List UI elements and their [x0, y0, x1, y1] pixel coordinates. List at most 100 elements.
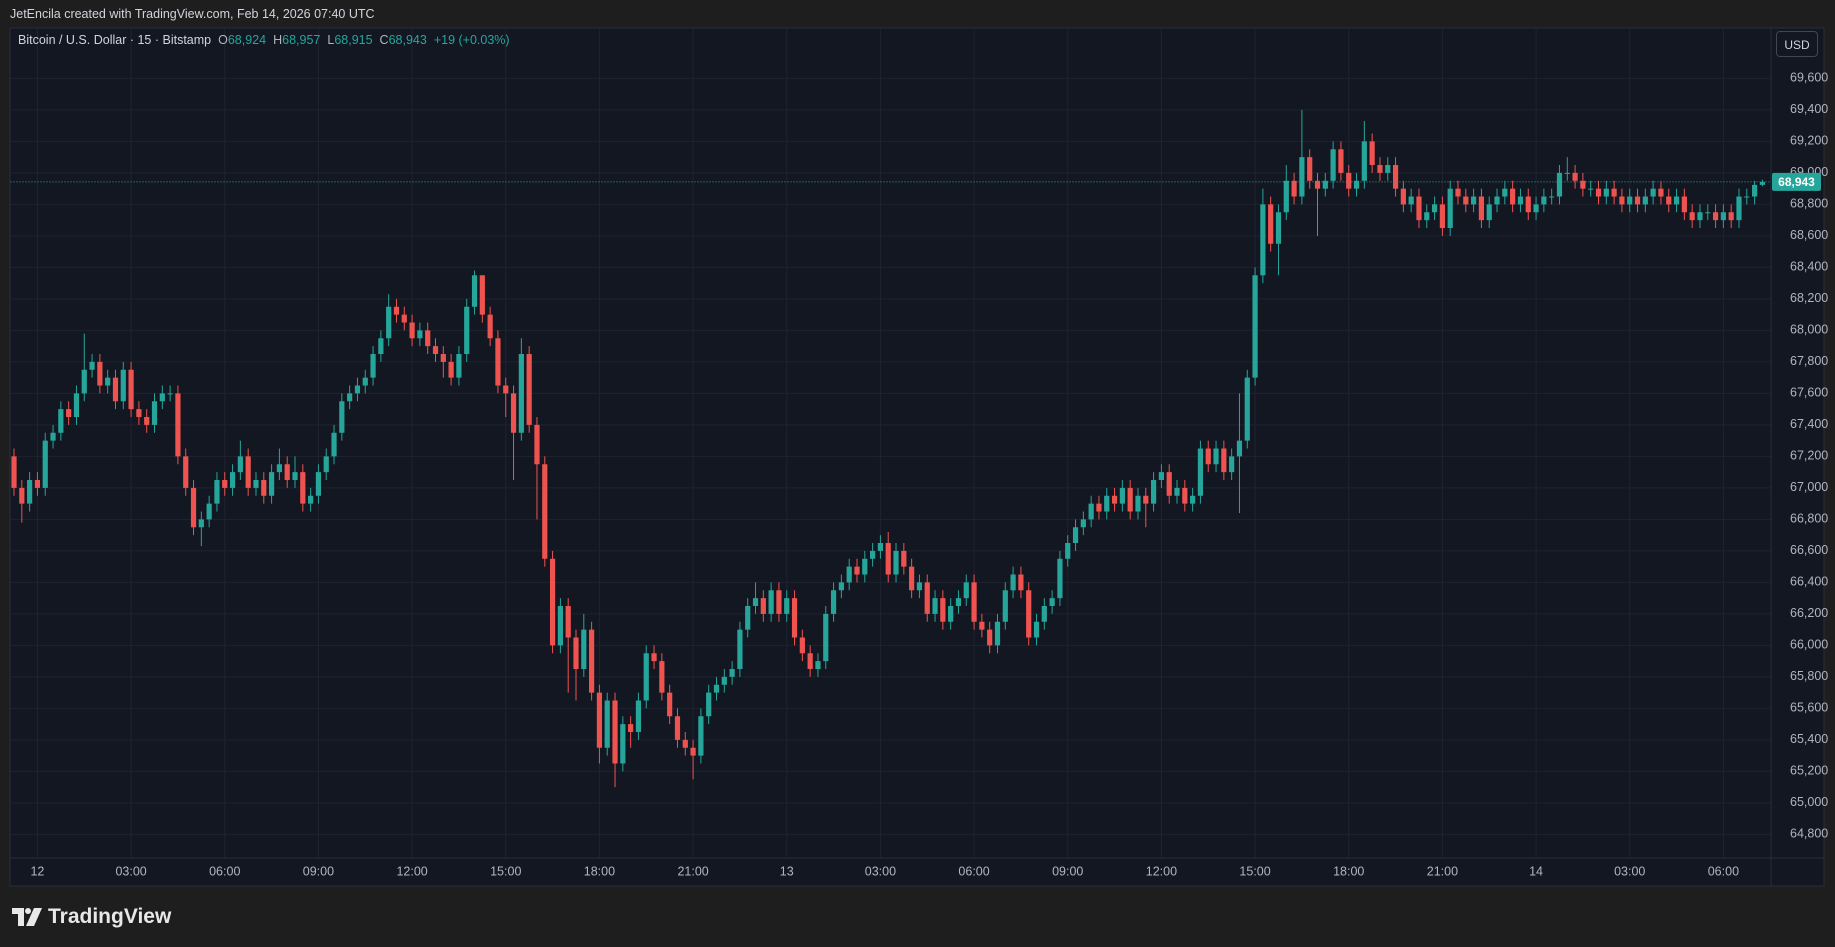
candle-body: [1525, 196, 1531, 213]
candle-body: [994, 621, 1001, 646]
candle-body: [1377, 165, 1383, 173]
candle-body: [120, 369, 126, 402]
y-tick-label: 69,200: [1790, 134, 1828, 148]
candle-body: [1182, 487, 1188, 504]
candle-body: [464, 306, 470, 355]
candle-body: [1494, 196, 1500, 205]
x-tick-label: 21:00: [1427, 864, 1458, 878]
candle-body: [1603, 188, 1609, 197]
candle-body: [19, 487, 25, 504]
candle-body: [159, 393, 165, 402]
x-tick-label: 21:00: [677, 864, 708, 878]
candle-body: [690, 747, 696, 756]
candle-body: [354, 385, 361, 394]
candle-body: [815, 661, 821, 670]
candle-body: [1463, 196, 1469, 205]
candle-body: [386, 306, 392, 339]
candle-body: [1634, 196, 1641, 205]
candle-body: [1104, 495, 1110, 512]
candle-body: [713, 684, 720, 693]
candle-body: [1260, 204, 1266, 276]
candle-body: [503, 385, 509, 394]
y-tick-label: 68,000: [1790, 323, 1828, 337]
candle-body: [1759, 181, 1766, 185]
candle-body: [1744, 196, 1750, 198]
y-tick-label: 66,200: [1790, 606, 1828, 620]
x-tick-label: 13: [780, 864, 794, 878]
candle-body: [112, 377, 119, 402]
ohlc-value: 68,943: [388, 33, 427, 47]
candle-body: [378, 338, 384, 355]
candle-body: [1416, 196, 1422, 221]
candle-body: [1190, 495, 1196, 504]
candle-body: [877, 543, 884, 551]
candle-body: [1002, 590, 1008, 622]
candle-body: [1197, 448, 1204, 496]
y-tick-label: 67,600: [1790, 386, 1828, 400]
candle-body: [440, 354, 446, 362]
candle-body: [1424, 212, 1430, 221]
candle-body: [1049, 598, 1055, 607]
y-tick-label: 65,200: [1790, 764, 1828, 778]
candle-body: [604, 700, 610, 748]
candle-body: [682, 739, 688, 748]
logo-text: TradingView: [48, 905, 172, 928]
candle-body: [198, 519, 204, 528]
candle-body: [854, 566, 860, 575]
ohlc-key: H: [273, 33, 283, 47]
ohlc-values: O 68,924 H 68,957 L 68,915 C 68,943: [211, 33, 427, 49]
candle-body: [1330, 149, 1336, 181]
candle-body: [628, 724, 634, 733]
candle-body: [34, 480, 41, 488]
candle-body: [425, 330, 431, 347]
candle-body: [1205, 448, 1211, 465]
candle-body: [50, 432, 56, 441]
candle-body: [1400, 188, 1406, 205]
candle-body: [1080, 519, 1086, 528]
candle-body: [674, 716, 681, 740]
candle-body: [370, 354, 376, 378]
x-tick-label: 09:00: [1052, 864, 1083, 878]
y-tick-label: 66,600: [1790, 543, 1828, 557]
y-tick-label: 67,400: [1790, 417, 1828, 431]
candle-body: [807, 653, 813, 670]
candle-body: [432, 346, 439, 355]
candle-body: [1705, 212, 1711, 214]
candle-body: [948, 606, 954, 622]
candle-body: [932, 598, 938, 614]
candle-body: [214, 480, 220, 504]
candle-body: [1385, 165, 1391, 173]
currency-button[interactable]: USD: [1776, 31, 1818, 57]
y-tick-label: 68,400: [1790, 260, 1828, 274]
candle-body: [768, 590, 774, 614]
y-tick-label: 67,800: [1790, 354, 1828, 368]
y-tick-label: 65,400: [1790, 732, 1828, 746]
last-price-label: 68,943: [1778, 175, 1815, 189]
candle-body: [791, 598, 798, 638]
candle-body: [1229, 456, 1235, 473]
candle-body: [1471, 196, 1477, 205]
candle-body: [963, 582, 969, 599]
candle-body: [1010, 574, 1016, 591]
candle-body: [1478, 196, 1485, 221]
candle-body: [823, 613, 829, 662]
x-tick-label: 15:00: [1239, 864, 1270, 878]
candle-body: [729, 669, 735, 677]
y-tick-label: 65,800: [1790, 669, 1828, 683]
y-tick-label: 65,600: [1790, 701, 1828, 715]
candle-body: [167, 393, 173, 395]
candle-body: [347, 393, 353, 402]
candle-body: [229, 472, 236, 488]
candle-body: [1072, 527, 1079, 544]
candle-body: [862, 558, 868, 575]
candle-body: [1236, 440, 1243, 457]
candle-body: [1174, 487, 1180, 496]
candle-body: [144, 417, 150, 425]
candle-body: [1307, 157, 1313, 181]
candle-body: [206, 503, 212, 520]
candle-body: [58, 409, 64, 433]
candle-body: [784, 598, 790, 614]
candle-body: [1564, 172, 1570, 174]
candle-body: [1447, 188, 1453, 229]
